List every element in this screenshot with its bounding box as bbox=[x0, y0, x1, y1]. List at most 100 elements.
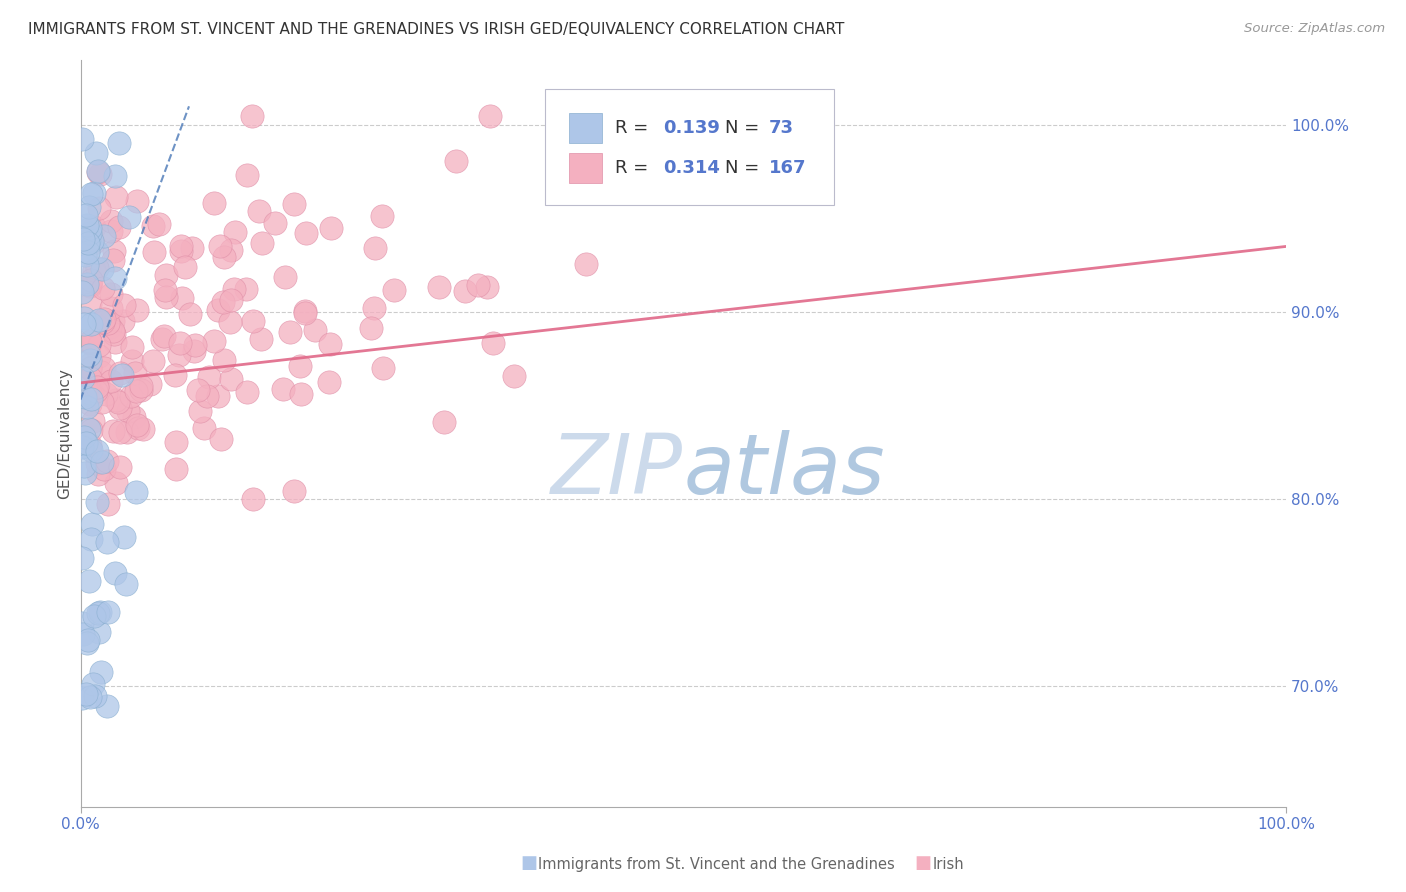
Point bbox=[122, 409, 145, 424]
Point bbox=[294, 226, 316, 240]
Point bbox=[139, 377, 162, 392]
Point bbox=[209, 239, 232, 253]
Point bbox=[103, 253, 125, 268]
Text: ZIP: ZIP bbox=[551, 430, 683, 511]
Point bbox=[79, 574, 101, 588]
Point bbox=[70, 285, 93, 300]
Point bbox=[111, 368, 134, 382]
Point bbox=[294, 304, 316, 318]
Point bbox=[143, 244, 166, 259]
Point bbox=[224, 282, 246, 296]
Point bbox=[77, 348, 100, 362]
Point bbox=[212, 250, 235, 264]
Point bbox=[70, 691, 93, 706]
Point bbox=[125, 384, 148, 398]
Point bbox=[371, 360, 394, 375]
Point bbox=[283, 483, 305, 498]
Point bbox=[183, 343, 205, 358]
Point bbox=[79, 385, 101, 400]
Point bbox=[70, 438, 93, 452]
Point bbox=[100, 286, 122, 301]
Text: IMMIGRANTS FROM ST. VINCENT AND THE GRENADINES VS IRISH GED/EQUIVALENCY CORRELAT: IMMIGRANTS FROM ST. VINCENT AND THE GREN… bbox=[28, 22, 845, 37]
Point bbox=[79, 352, 101, 367]
Point bbox=[79, 334, 101, 349]
Point bbox=[278, 325, 301, 339]
Point bbox=[77, 421, 100, 435]
Point bbox=[87, 338, 110, 352]
Point bbox=[274, 269, 297, 284]
Point bbox=[93, 462, 115, 476]
Point bbox=[155, 268, 177, 282]
Point bbox=[150, 332, 173, 346]
Point bbox=[181, 241, 204, 255]
Point bbox=[187, 384, 209, 398]
Point bbox=[97, 605, 120, 619]
Point bbox=[80, 186, 103, 201]
Point bbox=[575, 256, 598, 270]
Point bbox=[73, 466, 96, 480]
Point bbox=[72, 371, 94, 385]
Point bbox=[76, 636, 98, 650]
Point bbox=[87, 313, 110, 327]
Point bbox=[76, 277, 98, 292]
Point bbox=[77, 233, 100, 247]
Point bbox=[169, 336, 191, 351]
Point bbox=[87, 625, 110, 640]
Point bbox=[224, 225, 246, 239]
Point bbox=[79, 220, 101, 235]
Point bbox=[89, 167, 111, 181]
Point bbox=[214, 353, 236, 368]
Point bbox=[112, 298, 135, 312]
Point bbox=[247, 203, 270, 218]
Point bbox=[100, 301, 122, 316]
Point bbox=[108, 425, 131, 440]
Text: 0.139: 0.139 bbox=[662, 119, 720, 136]
Point bbox=[125, 484, 148, 499]
Point bbox=[477, 280, 499, 294]
Text: R =: R = bbox=[614, 159, 654, 177]
Point bbox=[90, 365, 112, 379]
Point bbox=[360, 321, 382, 335]
Point bbox=[77, 200, 100, 214]
Point bbox=[240, 109, 263, 123]
Point bbox=[86, 456, 108, 470]
Point bbox=[104, 393, 127, 408]
Point bbox=[79, 334, 101, 348]
Point bbox=[125, 302, 148, 317]
Point bbox=[70, 440, 93, 454]
Point bbox=[86, 444, 108, 458]
Point bbox=[218, 315, 240, 329]
Point bbox=[98, 320, 121, 334]
Point bbox=[101, 324, 124, 338]
Point bbox=[94, 387, 117, 401]
Point bbox=[70, 551, 93, 566]
Point bbox=[195, 389, 218, 403]
Text: atlas: atlas bbox=[683, 430, 884, 511]
Text: N =: N = bbox=[725, 119, 765, 136]
Point bbox=[104, 334, 127, 349]
Point bbox=[87, 164, 110, 178]
Point bbox=[79, 361, 101, 376]
Point bbox=[283, 196, 305, 211]
Text: Irish: Irish bbox=[932, 857, 963, 872]
Point bbox=[80, 234, 103, 248]
Point bbox=[193, 421, 215, 435]
Point bbox=[72, 627, 94, 641]
Point bbox=[125, 194, 148, 208]
Point bbox=[467, 277, 489, 292]
Point bbox=[75, 687, 97, 701]
Point bbox=[87, 376, 110, 391]
Point bbox=[79, 385, 101, 400]
Point bbox=[382, 283, 405, 297]
Point bbox=[72, 232, 94, 246]
Point bbox=[125, 418, 148, 433]
Point bbox=[183, 338, 205, 352]
Point bbox=[77, 235, 100, 250]
Point bbox=[90, 394, 112, 409]
Point bbox=[93, 312, 115, 326]
Point bbox=[91, 315, 114, 329]
Point bbox=[207, 303, 229, 318]
Point bbox=[84, 384, 107, 398]
Point bbox=[132, 422, 155, 436]
Point bbox=[79, 690, 101, 705]
